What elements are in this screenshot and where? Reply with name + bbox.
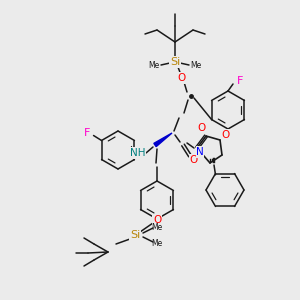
Text: O: O — [190, 155, 198, 165]
Text: NH: NH — [130, 148, 146, 158]
Text: Me: Me — [152, 238, 163, 247]
Text: Si: Si — [130, 230, 140, 240]
Text: F: F — [237, 76, 243, 86]
Polygon shape — [154, 133, 172, 147]
Text: O: O — [153, 215, 161, 225]
Text: O: O — [197, 123, 205, 133]
Text: O: O — [222, 130, 230, 140]
Text: N: N — [196, 147, 204, 157]
Text: O: O — [178, 73, 186, 83]
Text: Me: Me — [152, 223, 163, 232]
Text: F: F — [84, 128, 91, 137]
Text: Si: Si — [170, 57, 180, 67]
Text: Me: Me — [148, 61, 160, 70]
Text: Me: Me — [190, 61, 202, 70]
